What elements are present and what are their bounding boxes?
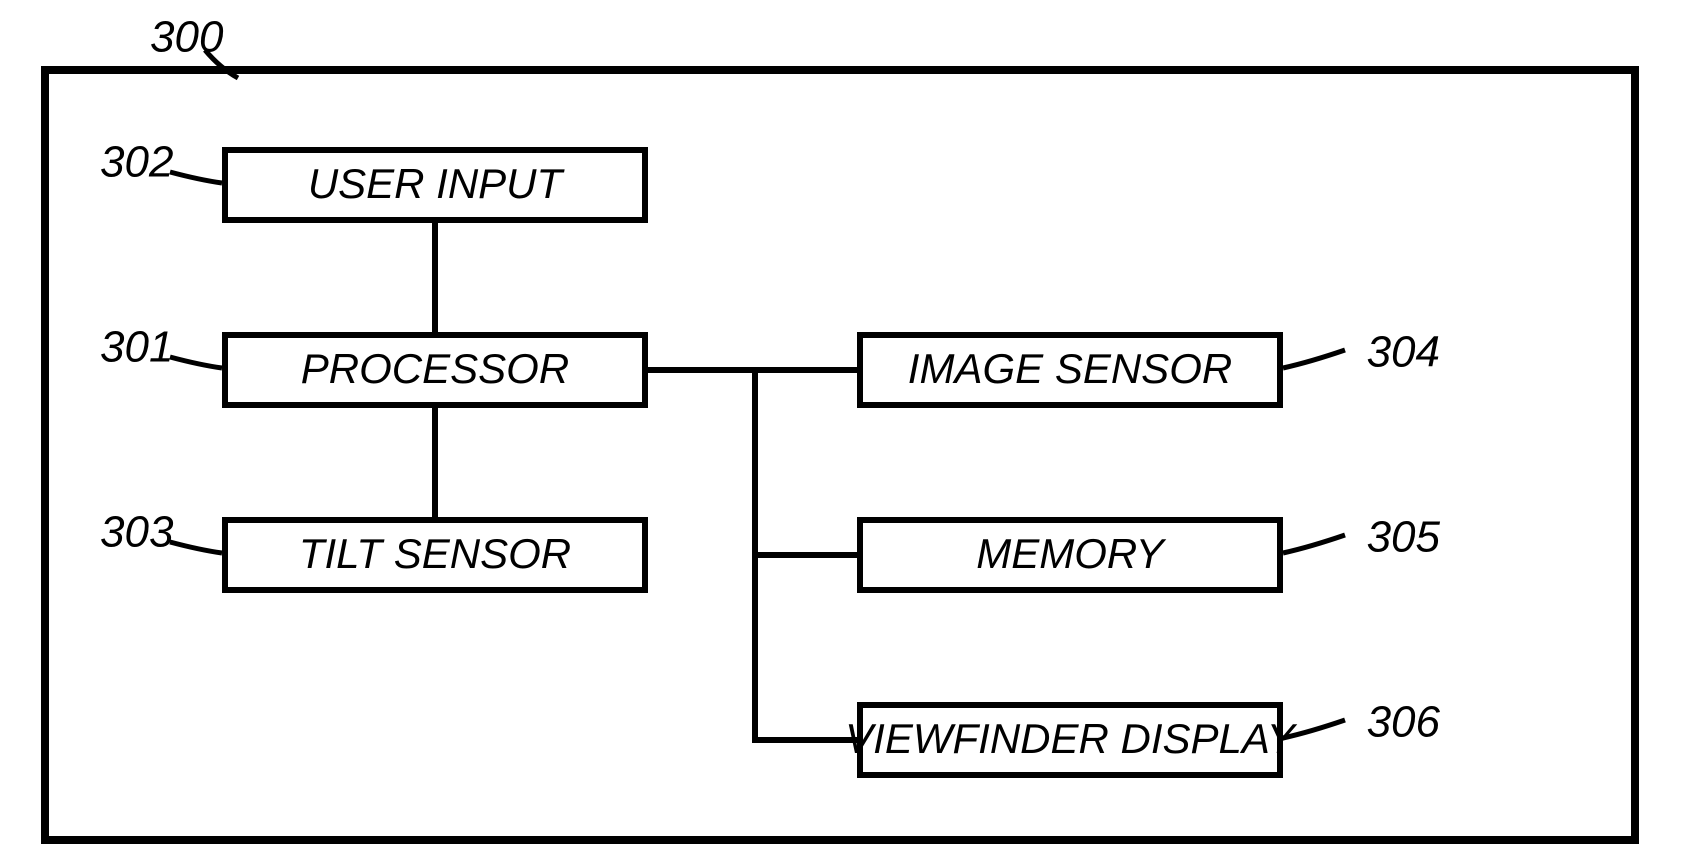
node-memory: MEMORY (860, 520, 1280, 590)
node-processor: PROCESSOR (225, 335, 645, 405)
memory-ref: 305 (1367, 513, 1441, 562)
block-diagram: USER INPUT 302 PROCESSOR 301 TILT SENSOR 303 I… (0, 0, 1689, 866)
viewfinder-label: VIEWFINDER DISPLAY (845, 715, 1298, 762)
outer-ref: 300 (150, 13, 224, 62)
viewfinder-ref: 306 (1367, 698, 1441, 747)
tilt_sensor-label: TILT SENSOR (299, 530, 571, 577)
tilt_sensor-ref: 303 (100, 508, 174, 557)
image_sensor-ref: 304 (1367, 328, 1440, 377)
processor-ref: 301 (100, 323, 173, 372)
node-image_sensor: IMAGE SENSOR (860, 335, 1280, 405)
processor-label: PROCESSOR (301, 345, 569, 392)
image_sensor-label: IMAGE SENSOR (908, 345, 1232, 392)
node-viewfinder: VIEWFINDER DISPLAY (845, 705, 1298, 775)
memory-label: MEMORY (976, 530, 1166, 577)
node-tilt_sensor: TILT SENSOR (225, 520, 645, 590)
node-user_input: USER INPUT (225, 150, 645, 220)
user_input-label: USER INPUT (308, 160, 566, 207)
user_input-ref: 302 (100, 138, 173, 187)
